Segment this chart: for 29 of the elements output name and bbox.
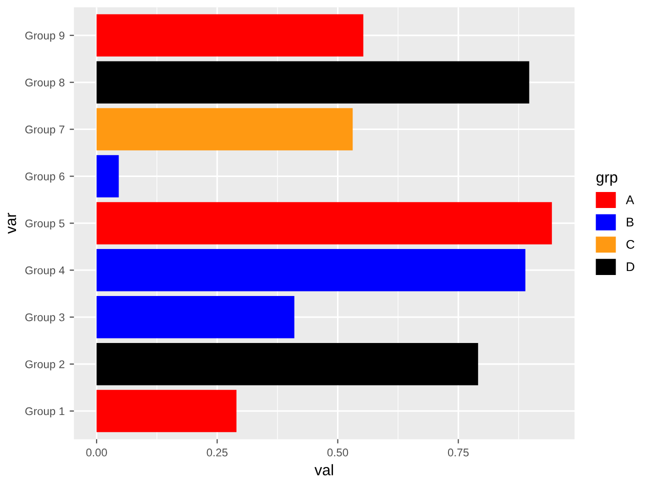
x-tick-label: 0.50 bbox=[327, 448, 348, 456]
bar bbox=[96, 249, 526, 292]
legend-label: C bbox=[626, 240, 634, 249]
bar bbox=[96, 155, 119, 198]
bar bbox=[96, 14, 364, 57]
y-tick-label: Group 6 bbox=[25, 172, 64, 183]
x-tick-label: 0.75 bbox=[448, 448, 469, 456]
bar bbox=[96, 108, 353, 150]
y-tick-label: Group 8 bbox=[25, 78, 64, 89]
bar bbox=[96, 296, 294, 338]
y-tick-label: Group 5 bbox=[25, 219, 64, 230]
x-axis-title: val bbox=[314, 464, 333, 476]
bar bbox=[96, 342, 478, 386]
legend-title: grp bbox=[596, 174, 618, 186]
legend-label: A bbox=[626, 195, 634, 204]
x-tick-label: 0.00 bbox=[86, 448, 107, 456]
bar bbox=[96, 202, 552, 244]
bar bbox=[96, 390, 236, 432]
y-tick-label: Group 4 bbox=[25, 266, 65, 276]
y-axis-title: var bbox=[8, 212, 16, 234]
bar bbox=[96, 61, 530, 104]
x-tick-label: 0.25 bbox=[206, 448, 228, 456]
legend-label: B bbox=[626, 218, 634, 226]
legend-label: D bbox=[626, 262, 634, 272]
y-tick-label: Group 7 bbox=[25, 126, 64, 136]
y-tick-label: Group 9 bbox=[25, 32, 64, 42]
y-tick-label: Group 3 bbox=[25, 313, 64, 324]
y-tick-label: Group 2 bbox=[25, 360, 64, 370]
y-tick-label: Group 1 bbox=[25, 407, 64, 418]
